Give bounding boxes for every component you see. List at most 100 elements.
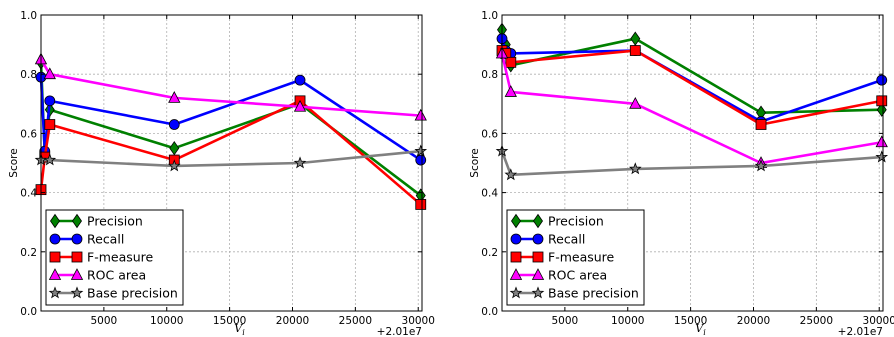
legend-marker <box>72 213 82 229</box>
legend-marker <box>71 233 83 245</box>
plot-frame <box>40 14 423 312</box>
legend-marker <box>49 251 61 263</box>
y-axis-label: Score <box>8 148 20 177</box>
legend-marker <box>510 233 522 245</box>
x-axis-label-subscript: i <box>242 328 245 337</box>
x-axis-label-main: V <box>234 322 243 335</box>
legend: Precision Recall F-measure ROC area Base pre… <box>45 209 184 306</box>
legend-marker <box>70 286 84 299</box>
data-point <box>628 162 642 175</box>
x-tick-label: 20000 <box>276 315 309 327</box>
y-tick-label: 0.8 <box>20 69 37 81</box>
y-tick-label: 0.6 <box>20 128 37 140</box>
data-point <box>168 119 180 130</box>
series-precision <box>36 55 426 203</box>
series-line <box>500 53 882 165</box>
y-axis-label: Score <box>469 148 481 177</box>
data-point <box>876 102 887 117</box>
y-tick-label: 0.4 <box>481 188 498 200</box>
x-offset-label: +2.01e7 <box>838 326 883 337</box>
legend-entry: Recall <box>510 232 585 247</box>
legend-entry: F-measure <box>49 250 154 265</box>
legend-label: F-measure <box>87 250 154 265</box>
x-tick-label: 25000 <box>339 315 372 327</box>
x-tick-label: 30000 <box>402 315 435 327</box>
legend-marker <box>531 268 545 280</box>
x-tick-label: 30000 <box>863 315 894 327</box>
x-offset-label: +2.01e7 <box>377 326 422 337</box>
data-point <box>415 154 427 166</box>
legend-label: Base precision <box>548 286 639 301</box>
y-tick-label: 0.4 <box>20 188 37 200</box>
y-tick-label: 0.0 <box>481 306 498 318</box>
data-point <box>630 31 641 46</box>
x-axis-label-main: V <box>695 322 704 335</box>
legend-marker <box>509 286 523 299</box>
data-point <box>415 199 427 210</box>
data-point <box>875 150 889 163</box>
legend-marker <box>70 268 84 280</box>
series-line <box>500 150 882 177</box>
legend-label: F-measure <box>548 250 615 265</box>
data-point <box>629 96 642 109</box>
x-tick-label: 15000 <box>674 315 707 327</box>
x-axis-label: Vi <box>234 322 245 337</box>
legend-entry: Base precision <box>48 286 178 301</box>
legend-marker <box>511 213 521 229</box>
legend-marker <box>49 233 61 245</box>
legend-marker <box>533 213 543 229</box>
series-line <box>39 77 422 162</box>
y-tick-label: 0.8 <box>481 69 498 81</box>
legend-label: Recall <box>87 232 124 247</box>
legend-entry: Base precision <box>509 286 639 301</box>
x-tick-label: 20000 <box>737 315 770 327</box>
legend-marker <box>531 286 545 299</box>
legend: Precision Recall F-measure ROC area Base pre… <box>506 209 645 306</box>
data-point <box>43 67 56 80</box>
legend-label: Recall <box>548 232 585 247</box>
series-line <box>500 38 883 123</box>
chart-panel-1: 5000 10000 15000 20000 25000 30000 0.0 0.2 0.4 0.… <box>8 10 435 337</box>
legend-marker <box>532 251 544 263</box>
data-point <box>629 45 641 56</box>
data-point <box>167 159 181 172</box>
legend-marker <box>48 286 62 299</box>
data-point <box>44 95 56 107</box>
data-point <box>414 144 428 157</box>
legend-marker <box>509 268 523 280</box>
data-point <box>875 135 888 148</box>
data-point <box>414 108 427 121</box>
y-tick-label: 1.0 <box>481 10 498 22</box>
x-axis-label-subscript: i <box>703 328 706 337</box>
x-tick-label: 5000 <box>552 315 579 327</box>
series-line <box>501 49 882 126</box>
legend-marker <box>71 251 83 263</box>
data-point <box>754 159 768 172</box>
data-point <box>505 56 517 68</box>
x-axis-label: Vi <box>695 322 706 337</box>
series-roc-area <box>495 46 888 168</box>
data-point <box>169 140 180 156</box>
series-f-measure <box>496 45 888 130</box>
legend-label: Precision <box>548 214 604 229</box>
y-tick-label: 0.0 <box>20 306 37 318</box>
x-tick-label: 15000 <box>213 315 246 327</box>
legend-label: Precision <box>87 214 143 229</box>
series-precision <box>497 22 887 120</box>
data-point <box>504 168 518 181</box>
data-point <box>168 91 181 103</box>
series-recall <box>35 71 427 166</box>
legend-entry: ROC area <box>509 268 607 283</box>
y-tick-label: 1.0 <box>20 10 37 22</box>
x-tick-label: 10000 <box>150 315 183 327</box>
data-point <box>293 156 307 169</box>
legend-marker <box>532 233 544 245</box>
y-tick-label: 0.2 <box>20 247 37 259</box>
legend-entry: Precision <box>511 213 604 229</box>
legend-label: ROC area <box>548 268 607 283</box>
data-point <box>43 153 57 166</box>
data-point <box>504 85 517 97</box>
x-tick-label: 10000 <box>611 315 644 327</box>
data-point <box>294 74 306 86</box>
